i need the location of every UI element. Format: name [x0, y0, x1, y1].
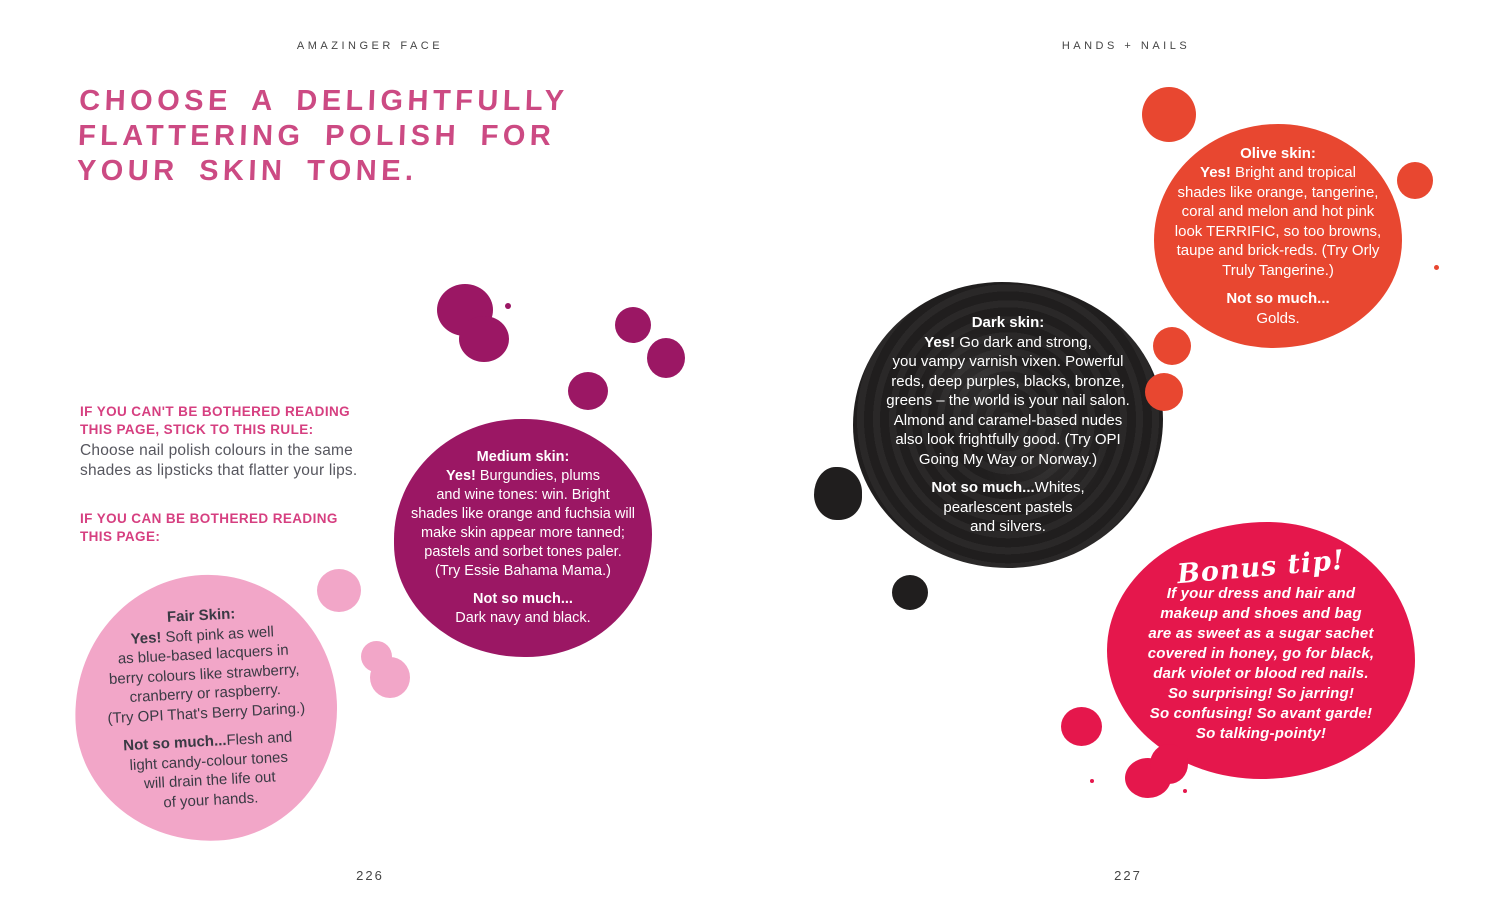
- fair-not-label: Not so much...: [122, 731, 227, 755]
- pink-splatter-dot: [317, 569, 361, 612]
- magenta-splatter-dot: [505, 303, 511, 309]
- red-splatter-dot: [1142, 87, 1196, 142]
- dark-skin-text: Dark skin: Yes! Go dark and strong, you v…: [853, 307, 1163, 543]
- red-splatter-dot: [1145, 373, 1183, 411]
- crimson-splatter-dot: [1090, 779, 1094, 783]
- dark-not-label: Not so much...: [931, 479, 1035, 497]
- intro-can-heading: IF YOU CAN BE BOTHERED READING THIS PAGE…: [80, 511, 338, 544]
- olive-skin-blob: Olive skin: Yes! Bright and tropical shad…: [1154, 124, 1402, 348]
- red-splatter-dot: [1434, 265, 1439, 270]
- dark-yes-text: Go dark and strong, you vampy varnish vi…: [886, 333, 1130, 468]
- crimson-splatter-dot: [1061, 707, 1102, 746]
- medium-skin-text: Medium skin: Yes! Burgundies, plums and w…: [394, 442, 652, 634]
- pink-splatter-dot: [370, 657, 410, 698]
- left-page-number: 226: [356, 868, 384, 883]
- black-splatter-dot: [814, 467, 862, 520]
- dark-skin-heading: Dark skin:: [971, 314, 1045, 332]
- olive-yes-label: Yes!: [1200, 164, 1231, 182]
- medium-not-text: Dark navy and black.: [455, 610, 591, 626]
- intro-cant-body: Choose nail polish colours in the same s…: [80, 442, 358, 479]
- black-splatter-dot: [892, 575, 928, 610]
- dark-not-text: Whites, pearlescent pastels and silvers.: [943, 479, 1085, 536]
- bonus-tip-heading: Bonus tip!: [1175, 544, 1347, 590]
- magenta-splatter-dot: [615, 307, 651, 343]
- medium-yes-label: Yes!: [446, 468, 476, 484]
- red-splatter-dot: [1397, 162, 1433, 199]
- crimson-splatter-dot: [1150, 744, 1188, 784]
- intro-cant-heading: IF YOU CAN'T BE BOTHERED READING THIS PA…: [80, 404, 351, 437]
- magenta-splatter-dot: [568, 372, 608, 410]
- bonus-tip-blob: Bonus tip! If your dress and hair and ma…: [1107, 522, 1415, 779]
- olive-skin-heading: Olive skin:: [1240, 144, 1316, 162]
- red-splatter-dot: [1153, 327, 1191, 365]
- right-page-number: 227: [1114, 868, 1142, 883]
- fair-skin-text: Fair Skin: Yes! Soft pink as well as blue…: [70, 593, 343, 822]
- right-running-head: HANDS + NAILS: [1061, 40, 1191, 52]
- olive-skin-text: Olive skin: Yes! Bright and tropical shad…: [1154, 138, 1402, 335]
- medium-skin-blob: Medium skin: Yes! Burgundies, plums and w…: [394, 419, 652, 657]
- dark-skin-blob: Dark skin: Yes! Go dark and strong, you v…: [853, 282, 1163, 568]
- dark-yes-label: Yes!: [924, 333, 956, 351]
- left-running-head: AMAZINGER FACE: [296, 40, 444, 52]
- medium-skin-heading: Medium skin:: [476, 449, 570, 465]
- page-title: CHOOSE A DELIGHTFULLY FLATTERING POLISH …: [76, 85, 569, 187]
- fair-skin-blob: Fair Skin: Yes! Soft pink as well as blue…: [68, 568, 344, 848]
- medium-not-label: Not so much...: [473, 591, 573, 607]
- crimson-splatter-dot: [1183, 789, 1187, 793]
- bonus-tip-text: Bonus tip! If your dress and hair and ma…: [1107, 544, 1415, 750]
- fair-yes-label: Yes!: [130, 628, 162, 648]
- olive-not-label: Not so much...: [1226, 290, 1330, 308]
- olive-not-text: Golds.: [1256, 309, 1300, 327]
- magenta-splatter-dot: [459, 316, 509, 362]
- medium-yes-text: Burgundies, plums and wine tones: win. B…: [410, 468, 636, 579]
- olive-yes-text: Bright and tropical shades like orange, …: [1174, 164, 1382, 279]
- magenta-splatter-dot: [647, 338, 685, 378]
- bonus-tip-body: If your dress and hair and makeup and sh…: [1147, 584, 1375, 742]
